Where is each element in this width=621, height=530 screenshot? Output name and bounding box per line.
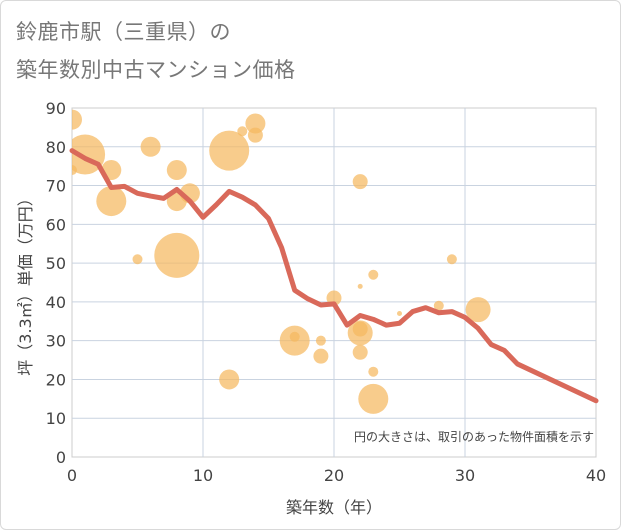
y-tick-label: 20	[46, 370, 66, 389]
bubble-point	[315, 335, 326, 346]
bubble-point	[154, 232, 200, 278]
grid-layer	[71, 107, 597, 458]
y-tick-label: 70	[46, 177, 66, 196]
bubble-layer	[72, 109, 491, 414]
bubble-point	[166, 160, 187, 181]
x-tick-label: 20	[324, 466, 344, 485]
bubble-point	[352, 174, 368, 190]
bubble-size-note: 円の大きさは、取引のあった物件面積を示す	[354, 429, 594, 444]
bubble-point	[357, 283, 363, 289]
bubble-point	[140, 136, 161, 157]
x-axis-label: 築年数（年）	[286, 498, 382, 517]
bubble-point	[72, 109, 82, 130]
chart-title-line2: 築年数別中古マンション価格	[16, 58, 296, 82]
tick-layer: 0 10 20 30 40 0 10 20 30 40 50 60 70 80 90	[46, 99, 607, 485]
chart-title-line1: 鈴鹿市駅（三重県）の	[16, 20, 231, 44]
bubble-point	[352, 321, 368, 337]
y-tick-label: 10	[46, 409, 66, 428]
trend-line-layer	[69, 148, 599, 404]
x-tick-label: 0	[67, 466, 77, 485]
bubble-point	[446, 254, 457, 265]
bubble-point	[368, 269, 379, 280]
y-tick-label: 60	[46, 215, 66, 234]
bubble-point	[368, 366, 379, 377]
bubble-point	[245, 113, 266, 134]
bubble-point	[433, 300, 444, 311]
bubble-point	[352, 344, 368, 360]
y-tick-label: 80	[46, 138, 66, 157]
y-tick-label: 0	[56, 448, 66, 467]
x-tick-label: 40	[586, 466, 606, 485]
y-tick-label: 50	[46, 254, 66, 273]
x-tick-label: 30	[455, 466, 475, 485]
bubble-point	[358, 383, 389, 414]
y-tick-label: 40	[46, 293, 66, 312]
bubble-point	[247, 127, 263, 143]
bubble-point	[237, 126, 248, 137]
bubble-point	[219, 369, 240, 390]
bubble-point	[465, 297, 491, 323]
bubble-point	[209, 130, 250, 171]
y-tick-label: 90	[46, 99, 66, 118]
bubble-point	[132, 254, 143, 265]
y-tick-label: 30	[46, 332, 66, 351]
trend-line	[69, 148, 599, 404]
y-axis-label: 坪（3.3㎡）単価（万円）	[16, 190, 35, 375]
bubble-point	[397, 311, 402, 317]
bubble-point	[289, 331, 300, 342]
bubble-point	[96, 186, 127, 217]
bubble-point	[313, 348, 329, 364]
x-tick-label: 10	[193, 466, 213, 485]
